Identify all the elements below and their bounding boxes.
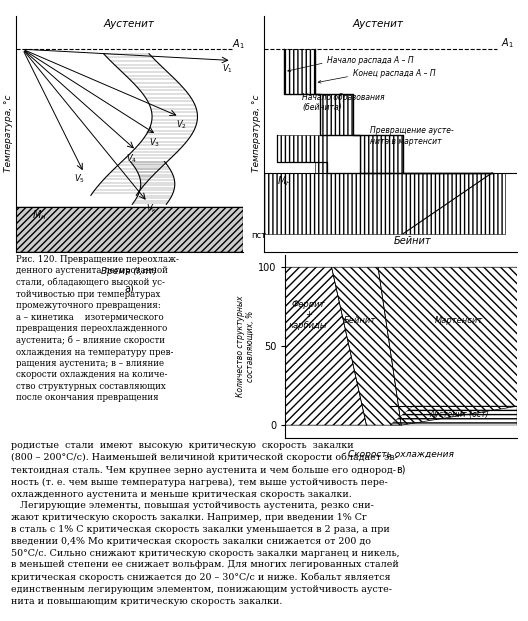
- Text: $M_н$: $M_н$: [32, 208, 46, 222]
- Text: в): в): [397, 465, 406, 474]
- Text: родистые  стали  имеют  высокую  критическую  скорость  закалки
(800 – 200°С/с).: родистые стали имеют высокую критическую…: [11, 441, 399, 605]
- Text: б): б): [386, 284, 395, 294]
- Text: Время (l,пт): Время (l,пт): [101, 267, 157, 276]
- Text: Аустенит: Аустенит: [104, 19, 155, 29]
- Text: Аустенит (ост): Аустенит (ост): [430, 410, 489, 419]
- Text: Феррит
+
карбиды: Феррит + карбиды: [289, 300, 327, 330]
- Text: $A_1$: $A_1$: [232, 37, 245, 51]
- Text: $V_5$: $V_5$: [74, 173, 85, 185]
- Text: Бейнит: Бейнит: [394, 235, 432, 245]
- Text: Превращение аусте-
нита в мартенсит: Превращение аусте- нита в мартенсит: [371, 126, 454, 146]
- Text: Скорость охлаждения: Скорость охлаждения: [348, 450, 454, 459]
- Text: $V_1$: $V_1$: [222, 63, 232, 75]
- Text: $V_4$: $V_4$: [126, 153, 137, 165]
- Polygon shape: [16, 207, 243, 252]
- Text: а): а): [125, 284, 134, 294]
- Text: $V_3$: $V_3$: [149, 137, 160, 150]
- Text: Конец распада А – П: Конец распада А – П: [353, 69, 435, 78]
- Y-axis label: Количество структурных
составляющих, %: Количество структурных составляющих, %: [235, 296, 255, 397]
- Y-axis label: Температура, °с: Температура, °с: [4, 95, 13, 172]
- Text: $V_к$: $V_к$: [146, 202, 158, 214]
- Text: Бейнит: Бейнит: [343, 315, 375, 325]
- Text: Начало распада А – П: Начало распада А – П: [327, 56, 414, 65]
- Text: $A_1$: $A_1$: [501, 36, 514, 50]
- Text: $V_2$: $V_2$: [176, 119, 187, 132]
- Text: Начало образования
(бейнита): Начало образования (бейнита): [302, 93, 384, 112]
- Text: Мартенсит: Мартенсит: [435, 315, 484, 325]
- Text: Рис. 120. Превращение переохлаж-
денного аустенита легированной
стали, обладающе: Рис. 120. Превращение переохлаж- денного…: [16, 255, 178, 402]
- Text: пст: пст: [251, 231, 267, 240]
- Text: $M_н$: $M_н$: [277, 174, 291, 188]
- Y-axis label: Температура, °с: Температура, °с: [252, 95, 261, 172]
- Text: Аустенит: Аустенит: [353, 19, 403, 29]
- Text: Скорость охлаждения: Скорость охлаждения: [338, 267, 444, 276]
